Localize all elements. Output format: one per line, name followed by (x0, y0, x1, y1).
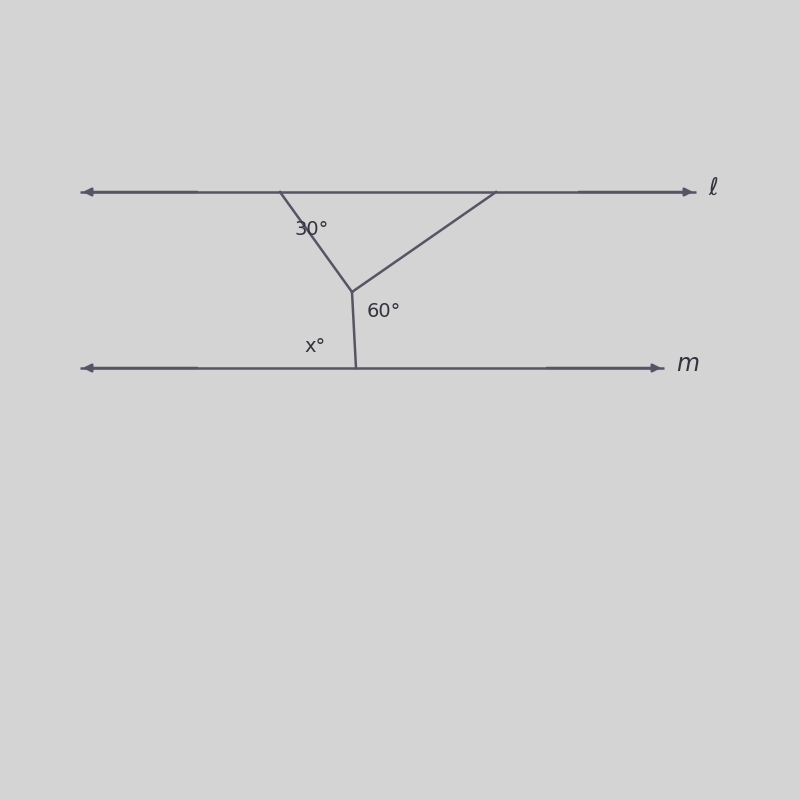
Text: 60°: 60° (366, 302, 401, 321)
Text: x°: x° (304, 337, 326, 356)
Text: $m$: $m$ (676, 352, 699, 376)
Text: 30°: 30° (294, 220, 329, 239)
Text: $\ell$: $\ell$ (708, 176, 718, 200)
